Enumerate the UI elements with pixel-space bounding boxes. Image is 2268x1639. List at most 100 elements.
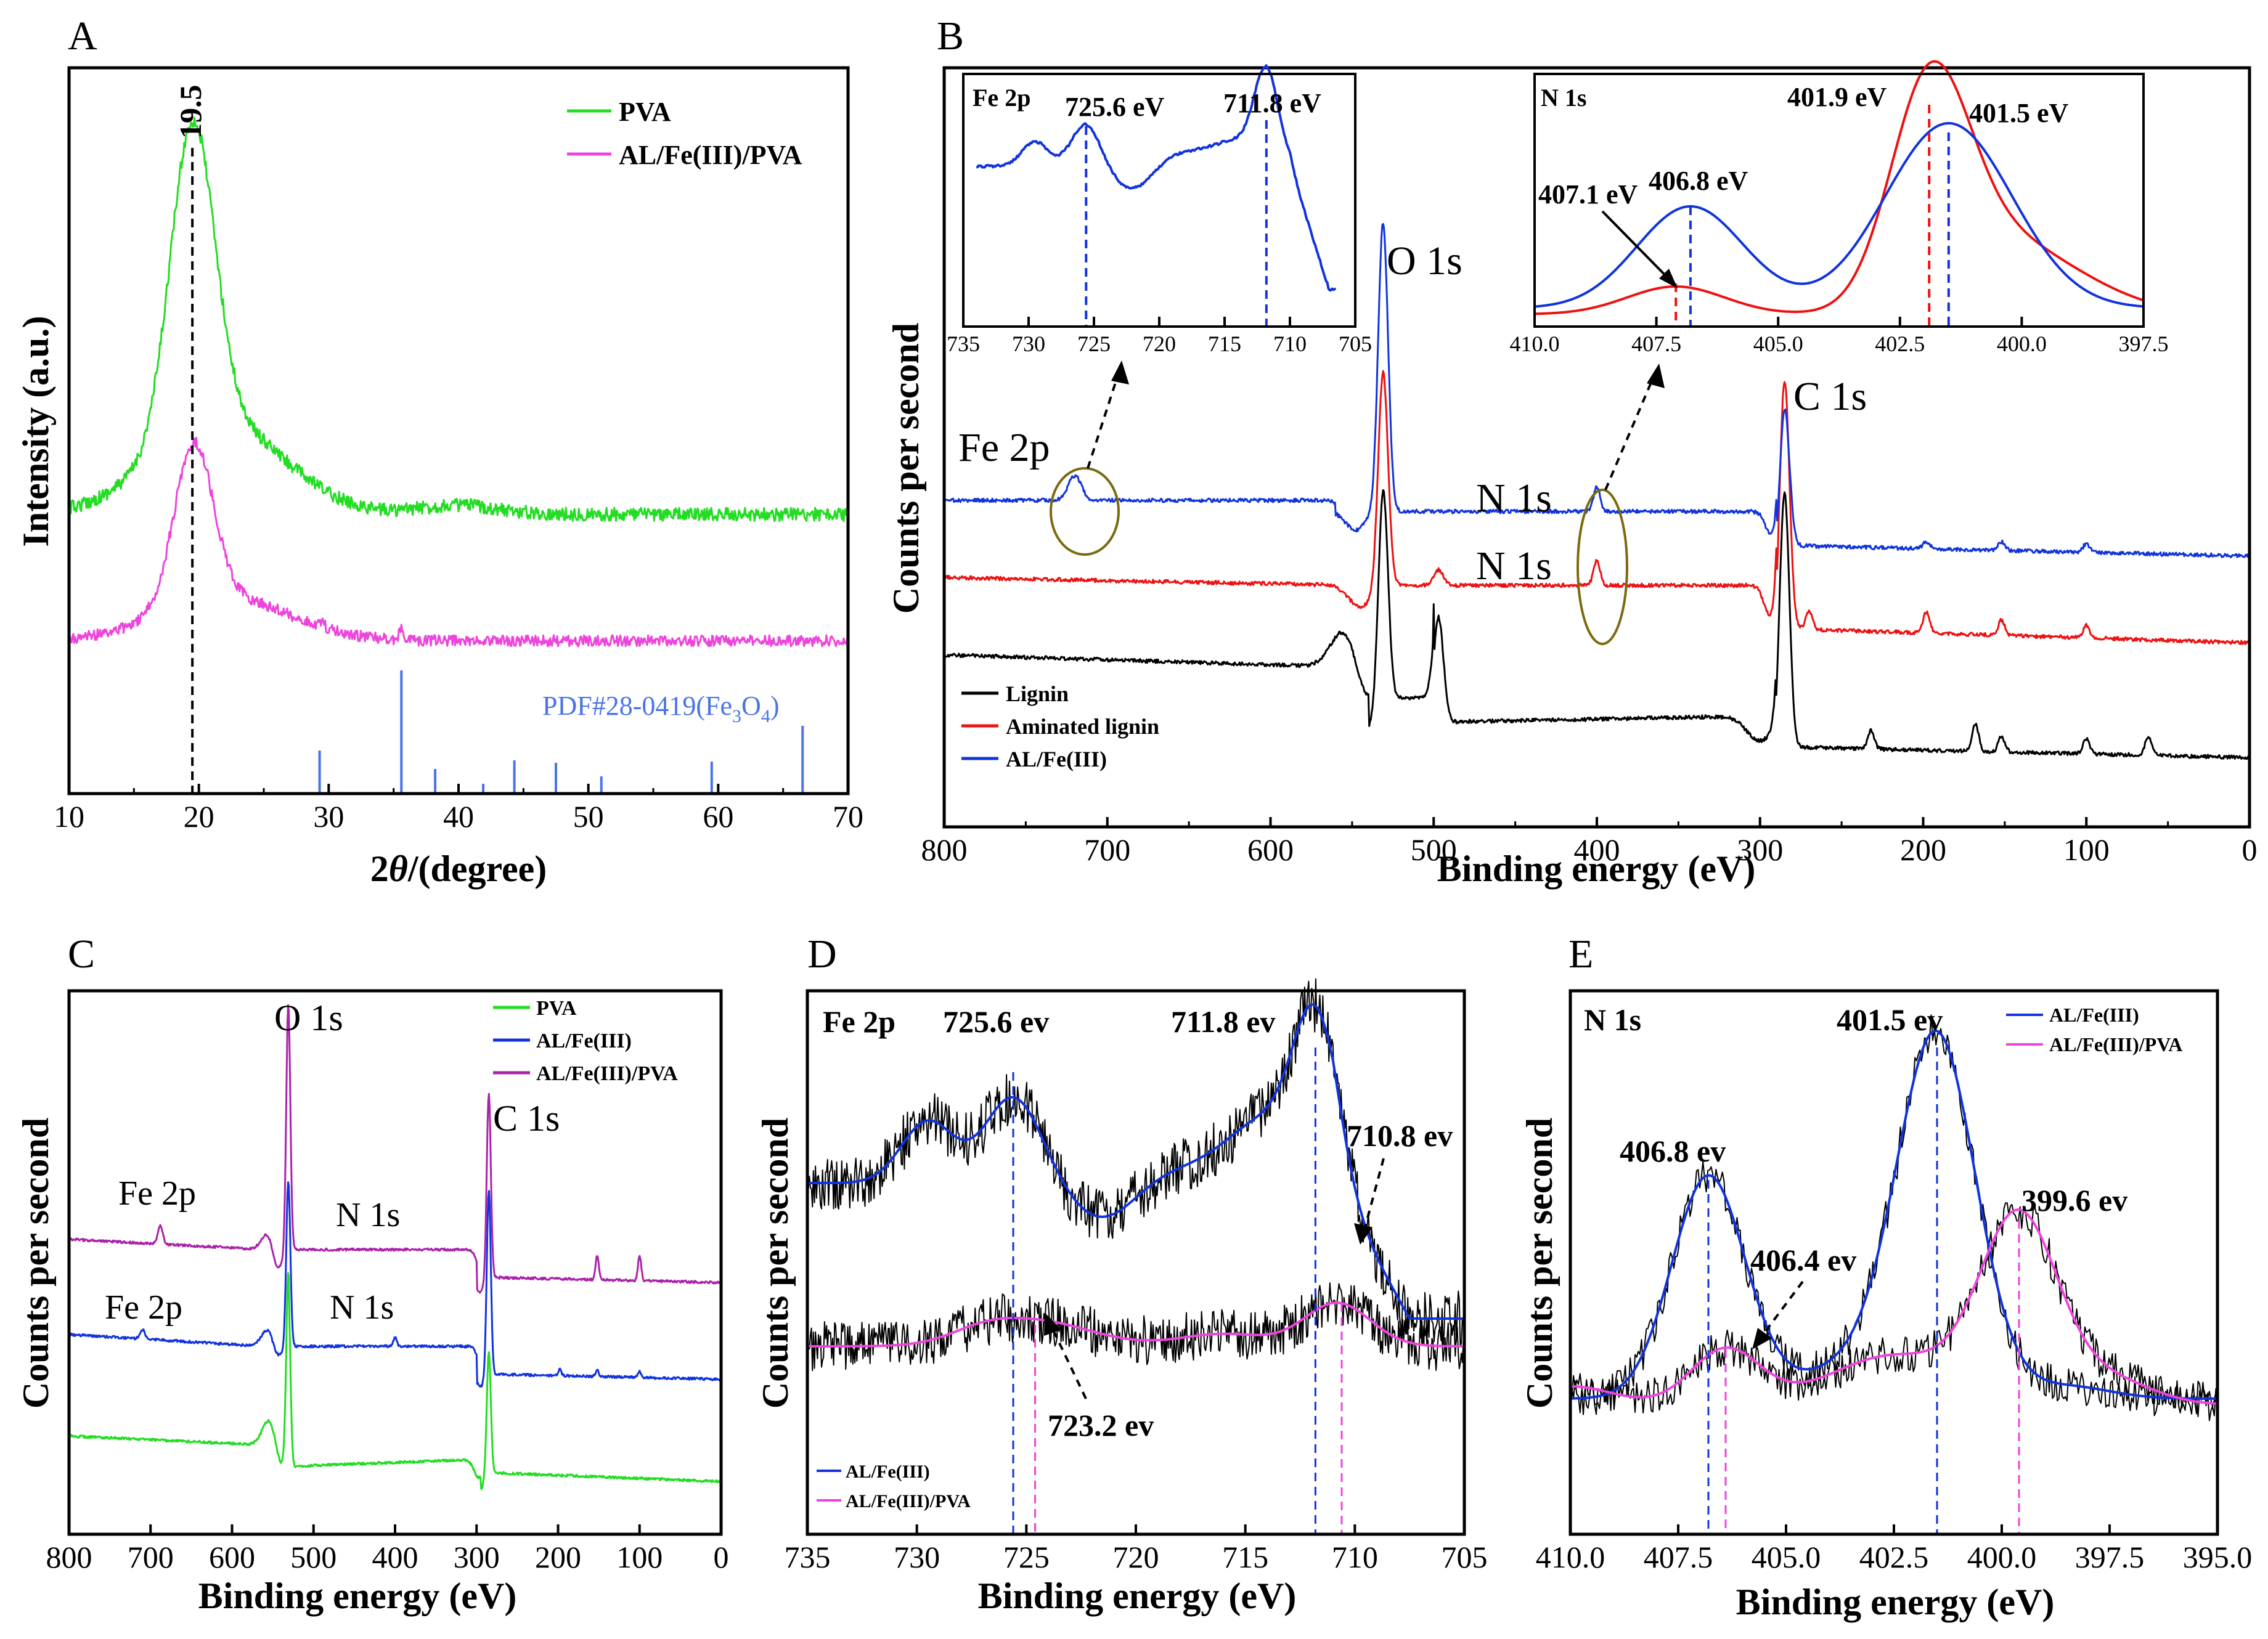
panel-b-inset-n-x-tick-label: 400.0: [1997, 331, 2047, 356]
panel-c-x-tick-label: 200: [535, 1540, 581, 1574]
panel-a-ylabel: Intensity (a.u.): [15, 315, 56, 547]
panel-b-inset-fe-bg: [949, 73, 1356, 338]
panel-b-inset-fe-series: [976, 64, 1337, 292]
panel-b-inset-fe-x-ticks: 735 730 725 720 715 710 705: [947, 317, 1372, 356]
panel-c-x-ticks: 800 700 600 500 400 300 200 100 0: [46, 1524, 729, 1574]
panel-a-x-ticks: 10 20 30 40 50 60 70: [54, 784, 863, 834]
panel-e-legend-alfe: AL/Fe(III): [2049, 1004, 2139, 1026]
panel-b-inset-n-x-tick-label: 402.5: [1875, 331, 1925, 356]
panel-b-inset-n-arrowhead: [1659, 269, 1678, 288]
panel-c-ylabel: Counts per second: [15, 1118, 56, 1409]
panel-a-series-pva: [68, 116, 849, 523]
panel-b-inset-n-arrow: [1601, 210, 1674, 285]
panel-d-xlabel: Binding energy (eV): [978, 1576, 1297, 1616]
panel-e-xlabel: Binding energy (eV): [1736, 1582, 2055, 1622]
panel-d-fit-alfe: [807, 1003, 1464, 1320]
panel-e-ylabel: Counts per second: [1519, 1118, 1560, 1409]
panel-b-fe-circle: [1050, 467, 1120, 556]
panel-c-x-tick-label: 500: [290, 1540, 337, 1574]
panel-e-legend-alfepva: AL/Fe(III)/PVA: [2049, 1033, 2182, 1055]
panel-a-x-tick-label: 10: [54, 799, 84, 834]
panel-b-label-n1s-a: N 1s: [1476, 476, 1552, 521]
panel-e-peak-406-4: 406.4 ev: [1750, 1243, 1856, 1277]
panel-b-inset-fe-peak-1: 725.6 eV: [1065, 92, 1165, 122]
panel-b-xlabel: Binding energy (eV): [1437, 848, 1756, 889]
panel-b-inset-fe-title: Fe 2p: [973, 84, 1030, 112]
panel-b-inset-fe-x-tick-label: 705: [1339, 331, 1372, 356]
panel-e-peak-406-8: 406.8 ev: [1620, 1134, 1726, 1168]
panel-d-x-tick-label: 715: [1222, 1540, 1268, 1574]
panel-e-x-tick-label: 402.5: [1859, 1540, 1929, 1574]
panel-b-n-arrowhead: [1647, 364, 1665, 388]
panel-d-peak-710-8: 710.8 ev: [1347, 1118, 1453, 1153]
panel-b-inset-n-title: N 1s: [1541, 84, 1586, 112]
panel-c-x-tick-label: 800: [46, 1540, 92, 1574]
panel-b-x-tick-label: 500: [1411, 832, 1457, 867]
panel-c-x-tick-label: 100: [616, 1540, 663, 1574]
panel-b-fe-arrowhead: [1111, 360, 1129, 384]
panel-b-inset-n-x-tick-label: 410.0: [1510, 331, 1560, 356]
panel-d-peak-723-2: 723.2 ev: [1048, 1408, 1154, 1442]
panel-d-x-tick-label: 730: [894, 1540, 940, 1574]
panel-e-fit-alfe: [1570, 1030, 2217, 1400]
panel-d-x-tick-label: 710: [1332, 1540, 1378, 1574]
panel-c-label-fe2p-b: Fe 2p: [105, 1288, 182, 1327]
panel-e-title: N 1s: [1584, 1003, 1641, 1037]
panel-e-plot-area: [1570, 1014, 2218, 1534]
panel-b-x-ticks: 800 700 600 500 400 300 200 100 0: [921, 817, 2258, 867]
panel-c-plot-area: [68, 1004, 722, 1491]
panel-d-letter: D: [807, 932, 837, 977]
panel-e-peak-401-5: 401.5 ev: [1837, 1003, 1943, 1037]
panel-d-plot-area: [807, 978, 1465, 1534]
panel-d-x-tick-label: 705: [1442, 1540, 1488, 1574]
panel-b: B 800 700 600 500 400 300 200 100 0 Binding ener…: [886, 14, 2258, 889]
panel-d-legend-alfe: AL/Fe(III): [846, 1462, 930, 1482]
panel-b-inset-n-bg: [1532, 73, 2148, 338]
panel-b-series-alfe: [943, 222, 2251, 558]
panel-e: E 410.0 407.5 405.0 402.5 400.0 397.5 395.0 Bi…: [1519, 932, 2252, 1622]
panel-b-inset-n-x-tick-label: 405.0: [1753, 331, 1803, 356]
panel-a-x-tick-label: 20: [184, 799, 214, 834]
panel-e-x-tick-label: 407.5: [1644, 1540, 1713, 1574]
panel-a-x-tick-label: 50: [573, 799, 604, 834]
panel-c-label-fe2p-a: Fe 2p: [118, 1174, 196, 1213]
panel-a-letter: A: [68, 14, 97, 59]
panel-a-xlabel: 2θ/(degree): [370, 848, 547, 889]
panel-d-title: Fe 2p: [823, 1004, 895, 1039]
panel-a-legend-pva: PVA: [619, 97, 671, 127]
panel-b-inset-n-peak-1: 401.9 eV: [1787, 82, 1887, 112]
panel-a-pdf-label: PDF#28-0419(Fe3O4): [542, 691, 779, 726]
panel-b-label-fe2p: Fe 2p: [958, 425, 1050, 470]
panel-b-n-arrow: [1604, 366, 1659, 490]
panel-b-inset-fe-x-tick-label: 715: [1208, 331, 1241, 356]
panel-a-x-tick-label: 40: [443, 799, 474, 834]
panel-d-legend-alfepva: AL/Fe(III)/PVA: [846, 1491, 971, 1511]
panel-e-frame: [1568, 989, 2219, 1536]
panel-d-arrowhead-710: [1354, 1223, 1373, 1245]
panel-e-arrowhead-406-4: [1752, 1328, 1772, 1349]
panel-b-x-tick-label: 700: [1084, 832, 1130, 867]
panel-b-inset-fe-peak-2: 711.8 eV: [1223, 88, 1321, 118]
panel-c-label-c1s: C 1s: [493, 1098, 560, 1139]
panel-b-label-n1s-b: N 1s: [1476, 543, 1552, 588]
panel-b-x-tick-label: 300: [1737, 832, 1783, 867]
panel-c-legend-pva: PVA: [536, 997, 577, 1020]
panel-d-ylabel: Counts per second: [755, 1118, 796, 1409]
panel-d-x-tick-label: 720: [1113, 1540, 1159, 1574]
panel-d-raw-alfe: [807, 978, 1465, 1347]
panel-b-inset-fe-x-tick-label: 720: [1143, 331, 1176, 356]
panel-b-inset-fe-x-tick-label: 710: [1273, 331, 1307, 356]
panel-b-inset-n-x-tick-label: 397.5: [2119, 331, 2169, 356]
panel-c-series-alfe: [68, 1181, 722, 1388]
panel-d: D 735 730 725 720 715 710 705 Binding energy (…: [755, 932, 1488, 1616]
panel-b-x-tick-label: 400: [1574, 832, 1620, 867]
panel-a-x-tick-label: 30: [313, 799, 344, 834]
panel-d-raw-alfepva: [807, 1282, 1465, 1372]
panel-e-x-tick-label: 405.0: [1752, 1540, 1821, 1574]
panel-d-peak-711-8: 711.8 ev: [1171, 1004, 1275, 1039]
panel-c-xlabel: Binding energy (eV): [198, 1576, 517, 1616]
panel-c-series-alfepva: [68, 1004, 722, 1294]
panel-b-legend-aminated: Aminated lignin: [1006, 714, 1159, 739]
panel-b-inset-n-peak-4: 406.8 eV: [1649, 166, 1748, 196]
